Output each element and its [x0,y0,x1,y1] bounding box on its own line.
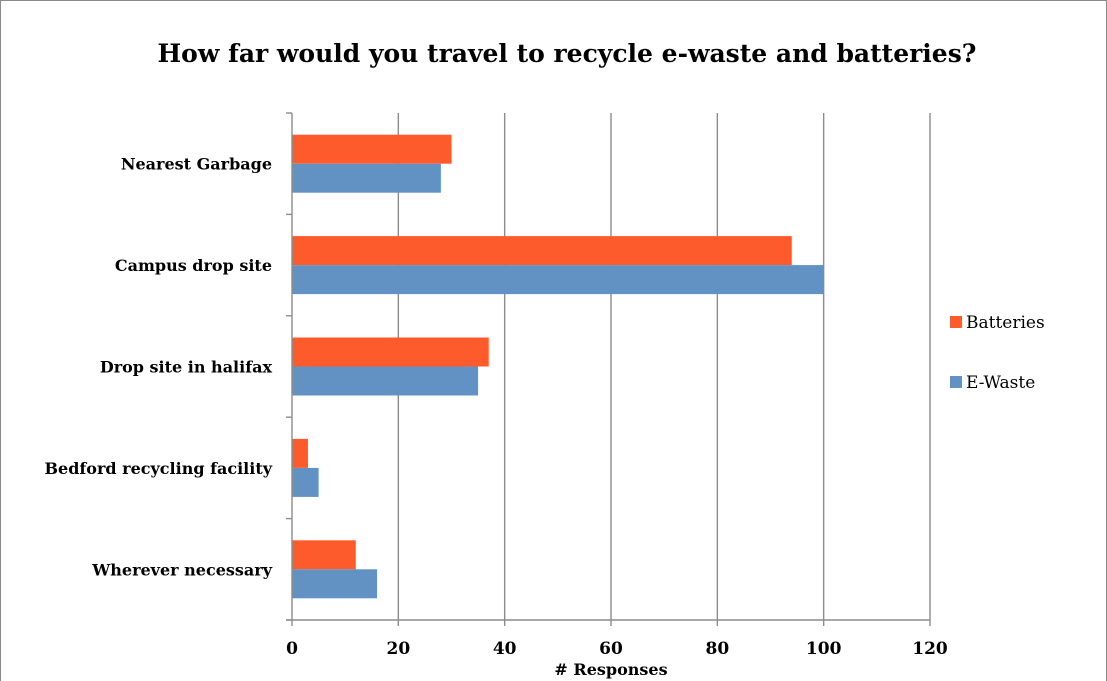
bar-batteries-2 [292,236,792,266]
x-tick-label: 20 [386,639,410,659]
bar-e-waste-1 [292,163,441,193]
legend-swatch-e-waste [950,376,962,388]
x-tick-label: 40 [493,639,517,659]
bar-e-waste-3 [292,366,479,396]
category-label: Campus drop site [115,256,272,275]
legend-label-batteries: Batteries [966,313,1045,333]
legend: Batteries E-Waste [950,313,1045,393]
bar-batteries-3 [292,337,489,367]
chart-title: How far would you travel to recycle e-wa… [158,39,977,68]
x-tick-label: 0 [286,639,298,659]
x-tick-label: 120 [912,639,948,659]
axes [286,112,931,626]
x-tick-label: 100 [806,639,842,659]
x-axis-title: # Responses [554,660,667,679]
bar-e-waste-5 [292,569,378,599]
labels: Nearest Garbage Campus drop site Drop site… [45,155,948,659]
bar-batteries-1 [292,134,452,164]
legend-swatch-batteries [950,316,962,328]
x-tick-label: 60 [599,639,623,659]
bar-e-waste-4 [292,467,319,497]
category-label: Drop site in halifax [100,358,273,377]
category-label: Wherever necessary [91,560,272,579]
x-tick-label: 80 [705,639,729,659]
legend-label-e-waste: E-Waste [966,373,1035,393]
bar-e-waste-2 [292,265,824,295]
bar-batteries-4 [292,438,308,468]
bar-batteries-5 [292,540,356,570]
category-label: Nearest Garbage [121,155,272,174]
category-label: Bedford recycling facility [45,459,273,478]
bars [292,134,824,599]
